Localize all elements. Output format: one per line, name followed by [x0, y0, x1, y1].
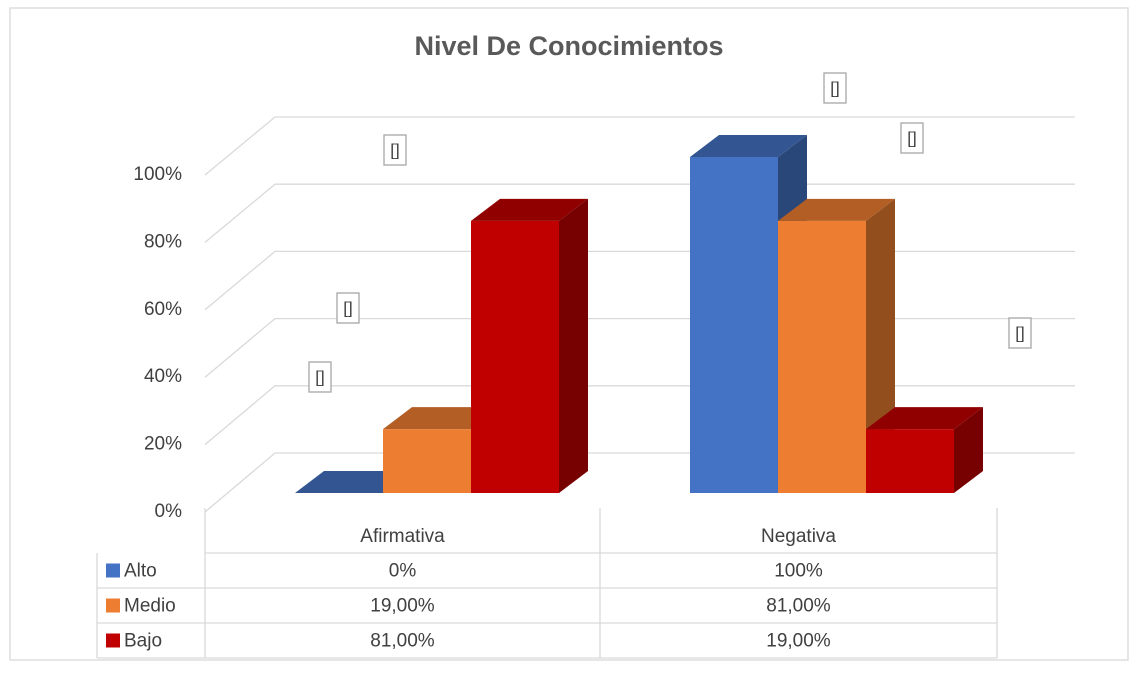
annotation: []: [1015, 323, 1024, 342]
legend-label: Alto: [124, 561, 157, 582]
legend-label: Bajo: [124, 631, 162, 652]
bar-top: [778, 198, 895, 221]
bar-top: [690, 135, 807, 157]
annotation-box: [383, 134, 407, 166]
bar: [690, 157, 778, 493]
table-cell: 19,00%: [370, 596, 435, 617]
annotation-box: [308, 361, 332, 393]
y-tick-label: 100%: [133, 164, 182, 185]
annotation-box: [1008, 317, 1032, 349]
x-tick-label: Afirmativa: [360, 526, 445, 547]
bar-top: [471, 198, 588, 221]
annotation-box: [823, 72, 847, 104]
bar-side: [954, 407, 983, 493]
bar: [383, 429, 471, 493]
table-cell: 81,00%: [766, 596, 831, 617]
y-tick-label: 0%: [155, 501, 183, 522]
legend-label: Medio: [124, 596, 176, 617]
annotation: []: [390, 140, 399, 159]
annotation: []: [315, 367, 324, 386]
table-cell: 19,00%: [766, 631, 831, 652]
annotation: []: [343, 298, 352, 317]
grid-line: [204, 116, 1075, 176]
bar-top: [866, 407, 983, 430]
bar-top: [295, 471, 412, 493]
legend-swatch: [106, 633, 120, 648]
grid-line: [204, 183, 1075, 243]
bar-top: [383, 407, 500, 430]
bar: [866, 429, 954, 493]
y-tick-label: 60%: [144, 299, 182, 320]
annotation: []: [830, 78, 839, 97]
table-cell: 0%: [389, 561, 417, 582]
legend-swatch: [106, 598, 120, 613]
table-cell: 81,00%: [370, 631, 435, 652]
x-tick-label: Negativa: [761, 526, 836, 547]
bar: [471, 220, 559, 493]
bar: [778, 220, 866, 493]
chart-title: Nivel De Conocimientos: [414, 31, 723, 61]
annotation-box: [900, 122, 924, 154]
y-tick-label: 40%: [144, 366, 182, 387]
y-tick-label: 80%: [144, 231, 182, 252]
y-tick-label: 20%: [144, 434, 182, 455]
table-cell: 100%: [774, 561, 823, 582]
bar-side: [559, 198, 588, 493]
annotation-box: [336, 292, 360, 324]
legend-swatch: [106, 563, 120, 578]
annotation: []: [907, 128, 916, 147]
